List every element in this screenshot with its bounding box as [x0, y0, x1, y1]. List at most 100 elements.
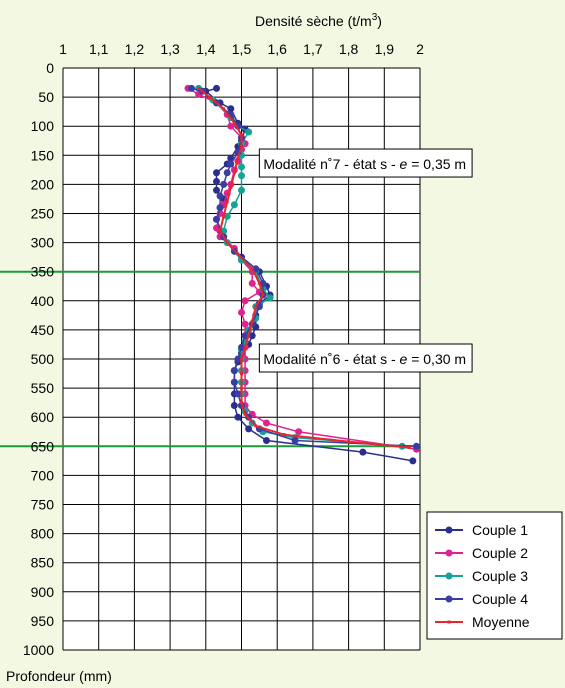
data-point	[240, 386, 243, 390]
data-point	[282, 433, 286, 437]
data-point	[222, 107, 226, 111]
data-point	[240, 372, 243, 376]
y-tick-label: 550	[31, 380, 55, 396]
annotations: Modalité n˚7 - état s - e = 0,35 m Modali…	[258, 148, 473, 373]
data-point	[197, 86, 201, 90]
data-point	[407, 445, 411, 449]
data-point	[216, 192, 224, 200]
data-point	[223, 169, 231, 177]
legend-label: Couple 1	[472, 522, 528, 538]
y-tick-label: 450	[31, 322, 55, 338]
y-tick-label: 100	[31, 118, 55, 134]
data-point	[245, 128, 253, 136]
data-point	[238, 343, 245, 351]
legend-entry: Couple 1	[435, 522, 528, 538]
data-point	[213, 224, 221, 232]
data-point	[240, 357, 243, 361]
data-point	[295, 428, 303, 436]
annotation-frame	[258, 148, 473, 178]
data-point	[216, 204, 224, 212]
data-point	[227, 105, 235, 113]
data-point	[213, 177, 221, 185]
y-tick-label: 800	[31, 526, 55, 542]
legend-label: Couple 3	[472, 568, 528, 584]
y-tick-label: 150	[31, 147, 55, 163]
data-point	[213, 186, 221, 194]
data-point	[218, 229, 222, 233]
x-axis-label-superscript: 3	[372, 12, 378, 23]
data-point	[230, 201, 238, 209]
legend-entry: Couple 2	[435, 545, 528, 561]
data-point	[240, 145, 243, 149]
data-point	[254, 305, 258, 309]
data-point	[241, 297, 249, 305]
legend-marker	[445, 572, 453, 580]
x-tick-label: 1	[59, 41, 67, 57]
data-point	[213, 169, 221, 177]
data-point	[188, 84, 196, 92]
data-point	[234, 390, 242, 398]
data-point	[230, 402, 238, 410]
y-tick-label: 300	[31, 235, 55, 251]
legend-entry: Moyenne	[435, 614, 530, 630]
data-point	[250, 267, 254, 271]
x-tick-label: 1,9	[375, 41, 395, 57]
data-point	[230, 378, 238, 386]
y-tick-label: 700	[31, 467, 55, 483]
data-point	[262, 436, 270, 444]
data-point	[347, 440, 351, 444]
annotation-box: Modalité n˚7 - état s - e = 0,35 m	[258, 148, 473, 178]
data-point	[240, 133, 243, 137]
data-point	[222, 214, 226, 218]
x-tick-label: 1,4	[196, 41, 216, 57]
legend: Couple 1 Couple 2 Couple 3 Couple 4 Moyenne	[426, 511, 563, 640]
data-point	[359, 448, 367, 456]
annotation-text: Modalité n˚7 - état s - e = 0,35 m	[263, 156, 466, 172]
y-tick-label: 500	[31, 351, 55, 367]
y-tick-label: 850	[31, 555, 55, 571]
x-tick-label: 1,6	[267, 41, 287, 57]
data-point	[248, 279, 256, 287]
data-point	[241, 332, 249, 340]
legend-marker	[445, 526, 453, 534]
data-point	[247, 334, 251, 338]
legend-label: Couple 4	[472, 591, 528, 607]
data-point	[248, 332, 256, 340]
data-point	[259, 279, 267, 287]
legend-marker	[445, 549, 453, 557]
data-point	[225, 241, 229, 245]
data-point	[213, 84, 221, 92]
legend-label: Couple 2	[472, 545, 528, 561]
x-axis-label: Densité sèche (t/m3)	[255, 12, 382, 29]
x-tick-label: 1,5	[232, 41, 252, 57]
data-point	[243, 345, 247, 349]
data-point	[238, 172, 245, 180]
data-point	[207, 95, 211, 99]
y-tick-label: 200	[31, 176, 55, 192]
y-tick-label: 750	[31, 497, 55, 513]
annotation-box: Modalité n˚6 - état s - e = 0,30 m	[258, 343, 473, 373]
legend-entry: Couple 4	[435, 591, 528, 607]
data-point	[223, 212, 231, 220]
data-point	[240, 401, 243, 405]
y-tick-label: 650	[31, 438, 55, 454]
y-axis-label: Profondeur (mm)	[6, 668, 112, 684]
data-point	[243, 412, 247, 416]
data-point	[232, 171, 236, 175]
data-point	[227, 122, 235, 130]
data-point	[409, 457, 417, 465]
y-tick-label: 900	[31, 584, 55, 600]
y-tick-label: 250	[31, 206, 55, 222]
x-tick-label: 1,1	[89, 41, 109, 57]
legend-marker	[447, 620, 451, 624]
series-moyenne	[197, 86, 411, 449]
annotation-text: Modalité n˚6 - état s - e = 0,30 m	[263, 351, 466, 367]
data-point	[238, 163, 245, 171]
x-tick-label: 2	[416, 41, 424, 57]
y-tick-label: 600	[31, 409, 55, 425]
legend-entry: Couple 3	[435, 568, 528, 584]
data-point	[238, 308, 245, 316]
data-point	[213, 215, 221, 223]
boundary-lines	[0, 270, 420, 448]
